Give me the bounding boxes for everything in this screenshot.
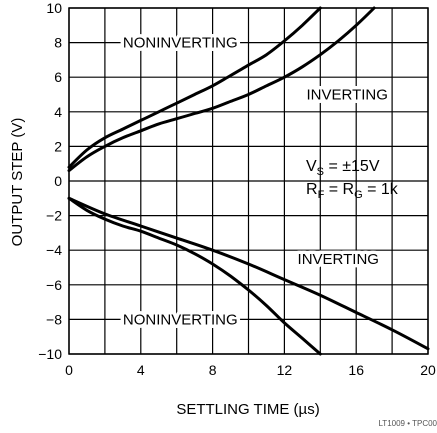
y-tick-label: −4 bbox=[46, 242, 62, 258]
y-tick-label: −10 bbox=[38, 346, 62, 362]
y-tick-label: 10 bbox=[46, 0, 62, 16]
series-line-noninverting bbox=[67, 6, 322, 169]
x-tick-label: 16 bbox=[348, 362, 364, 378]
y-tick-label: −2 bbox=[46, 208, 62, 224]
y-tick-label: 2 bbox=[54, 138, 62, 154]
curve-label-noninverting: NONINVERTING bbox=[123, 35, 238, 52]
y-tick-label: 6 bbox=[54, 69, 62, 85]
y-tick-label: −6 bbox=[46, 277, 62, 293]
condition-rf-rg: RF = RG = 1k bbox=[306, 181, 399, 201]
curve-label-inverting: INVERTING bbox=[298, 251, 379, 268]
series-line-inverting bbox=[67, 196, 430, 351]
y-tick-label: 4 bbox=[54, 104, 62, 120]
curve-label-noninverting: NONINVERTING bbox=[123, 311, 238, 328]
figure-id: LT1009 • TPC00 bbox=[378, 419, 437, 428]
chart-curve-labels: NONINVERTING INVERTING INVERTING NONINVERTI… bbox=[119, 31, 391, 332]
y-tick-label: 0 bbox=[54, 173, 62, 189]
x-tick-label: 12 bbox=[277, 362, 293, 378]
condition-vs: VS = ±15V bbox=[306, 158, 380, 178]
y-tick-label: 8 bbox=[54, 35, 62, 51]
x-axis-label: SETTLING TIME (µs) bbox=[176, 401, 319, 418]
series-line-inverting bbox=[67, 6, 376, 173]
x-tick-label: 8 bbox=[209, 362, 217, 378]
x-tick-label: 20 bbox=[420, 362, 436, 378]
curve-label-inverting: INVERTING bbox=[307, 87, 388, 104]
series-line-noninverting bbox=[67, 196, 322, 356]
y-axis-label: OUTPUT STEP (V) bbox=[9, 118, 26, 247]
plot-frame bbox=[68, 7, 429, 355]
y-tick-label: −8 bbox=[46, 311, 62, 327]
x-tick-label: 4 bbox=[137, 362, 145, 378]
x-tick-label: 0 bbox=[65, 362, 73, 378]
chart-curves bbox=[67, 6, 430, 356]
